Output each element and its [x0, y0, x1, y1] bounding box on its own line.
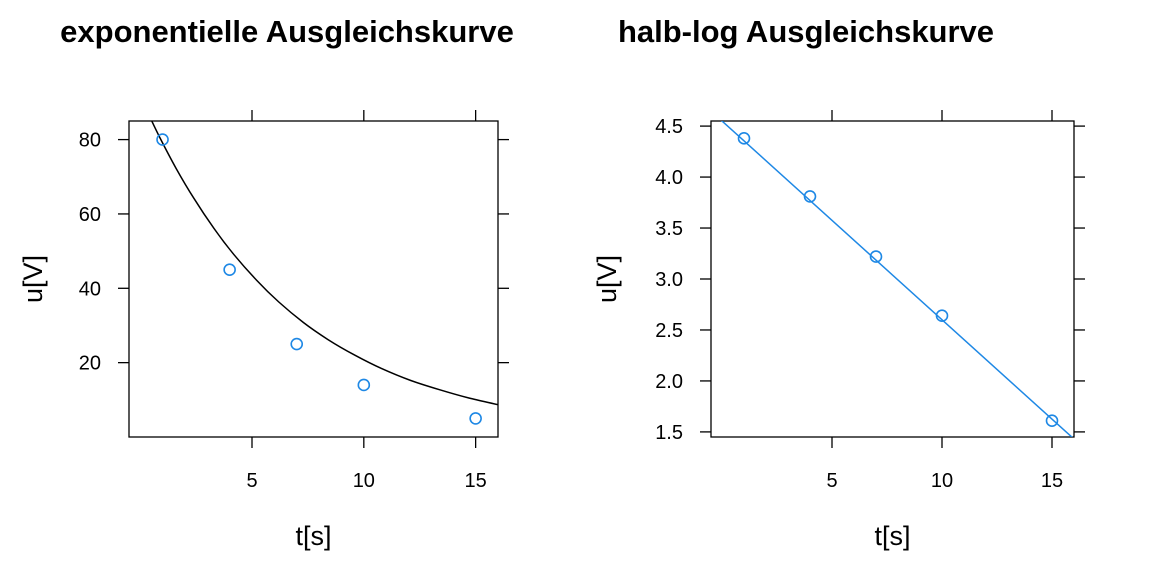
fit-curve	[150, 121, 498, 406]
data-point	[469, 412, 482, 425]
data-point	[737, 132, 751, 145]
y-tick-label: 80	[79, 130, 101, 152]
data-point	[1045, 414, 1059, 427]
y-tick-label: 20	[79, 353, 101, 375]
data-point	[357, 378, 371, 392]
chart-exponential: 5 10 15 20 40 60 80 t[s] u[V]	[18, 110, 509, 551]
chart-panel-semilog: 5 10 15 1.5 2.0 2.5 3.0 3.5 4.0 4.5 t[s] u[V] halb-…	[576, 0, 1152, 576]
y-tick-label: 2.0	[655, 371, 683, 393]
y-axis-label: u[V]	[592, 255, 622, 303]
data-point	[223, 263, 236, 277]
chart-panel-exponential: 5 10 15 20 40 60 80 t[s] u[V] exponentielle Ausg…	[18, 14, 514, 551]
x-tick-label: 5	[246, 470, 257, 492]
x-tick-label: 15	[1041, 470, 1063, 492]
data-point	[869, 250, 883, 263]
y-tick-label: 2.5	[655, 320, 683, 342]
x-tick-label: 10	[353, 470, 375, 492]
chart-title: halb-log Ausgleichskurve	[617, 14, 995, 49]
data-point	[290, 337, 304, 351]
x-tick-label: 10	[931, 470, 953, 492]
chart-title: exponentielle Ausgleichskurve	[60, 14, 514, 49]
data-point	[803, 190, 817, 203]
y-tick-label: 3.5	[655, 218, 683, 240]
x-tick-label: 15	[465, 470, 487, 492]
y-tick-label: 60	[79, 204, 101, 226]
y-tick-label: 4.5	[655, 116, 683, 138]
x-tick-label: 5	[826, 470, 837, 492]
fit-curve	[720, 121, 1073, 437]
plot-frame	[128, 120, 499, 438]
y-tick-label: 40	[79, 278, 101, 300]
chart-semilog: 5 10 15 1.5 2.0 2.5 3.0 3.5 4.0 4.5 t[s] u[V]	[592, 110, 1085, 551]
x-axis-label: t[s]	[295, 521, 331, 551]
y-tick-label: 1.5	[655, 422, 683, 444]
data-point	[935, 309, 949, 322]
y-tick-label: 3.0	[655, 269, 683, 291]
y-axis-label: u[V]	[18, 255, 48, 303]
y-tick-label: 4.0	[655, 167, 683, 189]
x-axis-label: t[s]	[874, 521, 910, 551]
data-point	[156, 133, 169, 146]
